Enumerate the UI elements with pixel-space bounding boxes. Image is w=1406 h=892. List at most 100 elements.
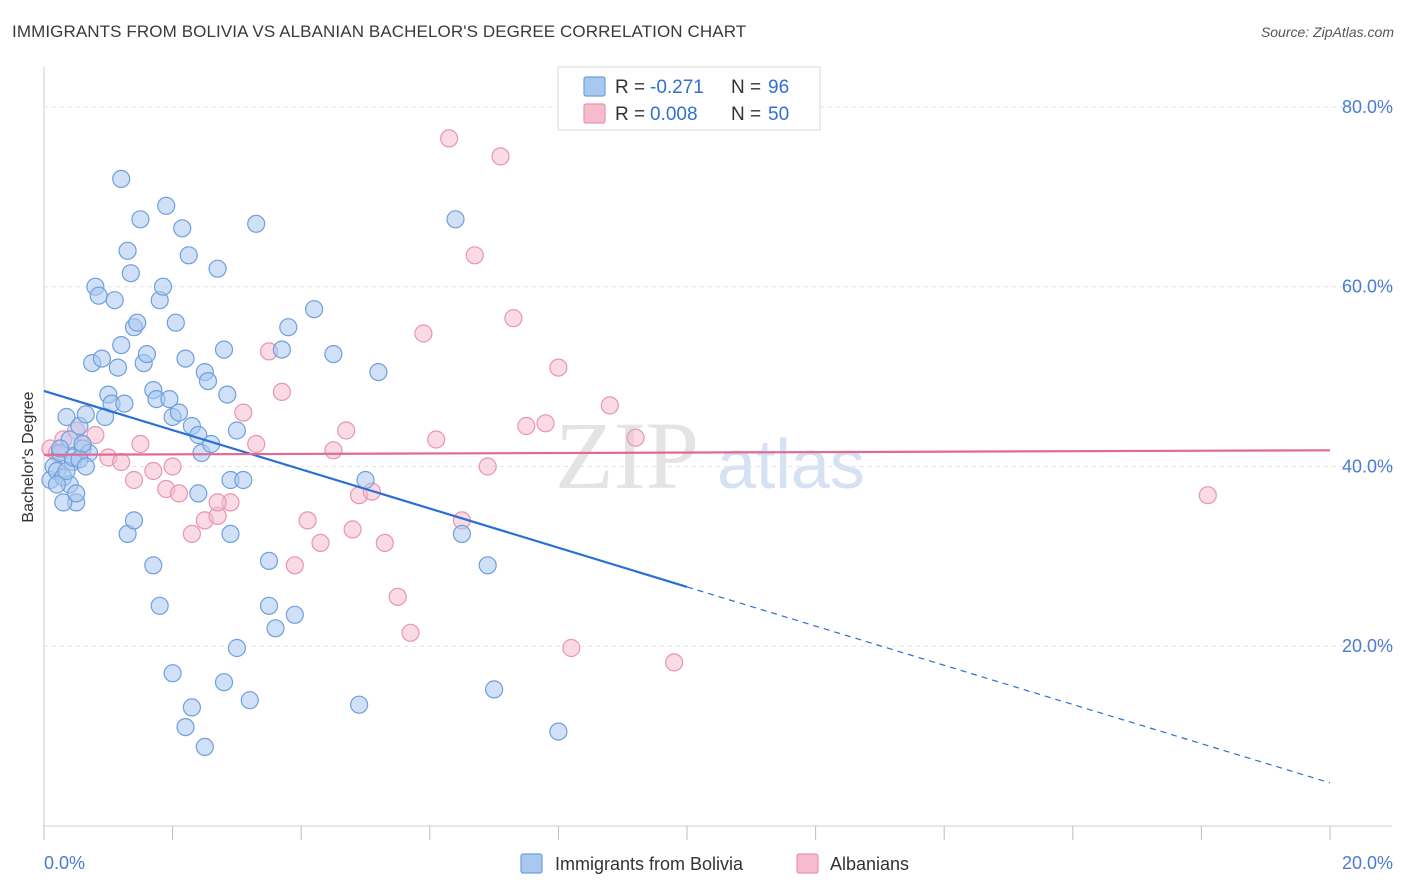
point-albanians <box>401 623 420 642</box>
y-tick-label: 80.0% <box>1342 97 1393 117</box>
point-bolivia <box>247 214 266 233</box>
point-bolivia <box>182 698 201 717</box>
point-albanians <box>298 511 317 530</box>
point-bolivia <box>150 596 169 615</box>
y-tick-label: 60.0% <box>1342 277 1393 297</box>
legend-n-label: N = <box>731 104 761 125</box>
point-bolivia <box>279 318 298 337</box>
bottom-legend-swatch-albanians <box>796 853 819 874</box>
point-albanians <box>478 457 497 476</box>
point-bolivia <box>259 596 279 615</box>
point-albanians <box>536 414 555 433</box>
point-bolivia <box>234 470 253 490</box>
point-bolivia <box>324 345 343 364</box>
bottom-legend-label-bolivia: Immigrants from Bolivia <box>555 854 744 874</box>
point-albanians <box>549 358 568 377</box>
point-albanians <box>465 246 484 265</box>
point-bolivia <box>478 556 497 575</box>
point-albanians <box>144 461 163 481</box>
point-bolivia <box>485 680 504 699</box>
point-bolivia <box>227 421 246 440</box>
legend-r-label: R = <box>615 77 645 98</box>
point-bolivia <box>157 196 176 215</box>
point-albanians <box>343 520 362 539</box>
point-albanians <box>375 533 394 553</box>
watermark-zip: ZIP <box>555 402 699 509</box>
point-bolivia <box>179 246 198 265</box>
series-bolivia-points <box>41 169 568 757</box>
chart-source: Source: ZipAtlas.com <box>1260 24 1394 40</box>
point-bolivia <box>176 349 195 368</box>
point-bolivia <box>47 475 67 494</box>
point-albanians <box>163 457 182 476</box>
point-bolivia <box>218 385 237 404</box>
gridlines <box>44 106 1392 647</box>
point-albanians <box>388 587 407 606</box>
point-bolivia <box>124 511 144 530</box>
y-axis-title: Bachelor's Degree <box>20 391 37 522</box>
watermark: ZIP atlas <box>555 402 865 509</box>
point-bolivia <box>240 691 259 710</box>
point-bolivia <box>452 524 471 544</box>
trend-lines <box>43 389 1331 784</box>
x-tick-labels: 0.0% 20.0% <box>44 853 1393 873</box>
point-bolivia <box>67 484 86 503</box>
point-bolivia <box>131 210 150 229</box>
point-bolivia <box>89 286 108 305</box>
point-albanians <box>131 434 150 454</box>
point-albanians <box>234 403 253 422</box>
point-bolivia <box>266 619 285 638</box>
bottom-legend-label-albanians: Albanians <box>830 854 909 874</box>
point-albanians <box>124 470 144 490</box>
point-bolivia <box>259 551 279 571</box>
point-albanians <box>169 484 189 503</box>
point-bolivia <box>153 277 173 296</box>
point-bolivia <box>350 695 369 714</box>
point-albanians <box>337 421 356 440</box>
legend-swatch-albanians <box>583 103 606 124</box>
point-bolivia <box>160 390 179 409</box>
point-bolivia <box>163 664 182 683</box>
x-tick-label: 20.0% <box>1342 853 1393 873</box>
point-albanians <box>664 653 684 672</box>
point-bolivia <box>208 259 227 278</box>
legend-n-label: N = <box>731 77 761 98</box>
legend-r-label: R = <box>615 104 645 125</box>
trend-line-bolivia <box>43 389 688 588</box>
point-bolivia <box>285 605 304 624</box>
series-albanians-points <box>41 129 1217 672</box>
point-bolivia <box>121 264 140 283</box>
point-bolivia <box>227 638 246 658</box>
point-albanians <box>208 493 227 512</box>
point-bolivia <box>214 340 234 359</box>
point-bolivia <box>92 349 112 368</box>
point-bolivia <box>446 210 465 229</box>
y-tick-label: 40.0% <box>1342 456 1393 476</box>
point-albanians <box>272 382 291 401</box>
point-bolivia <box>189 484 208 503</box>
point-albanians <box>324 441 343 460</box>
point-bolivia <box>198 372 218 391</box>
legend-n-value: 96 <box>768 77 789 98</box>
point-bolivia <box>356 470 375 490</box>
point-albanians <box>600 396 619 415</box>
point-bolivia <box>112 336 131 355</box>
trend-line-bolivia-extrapolated <box>686 586 1331 784</box>
point-albanians <box>440 129 459 148</box>
series-legend: Immigrants from Bolivia Albanians <box>520 853 909 874</box>
point-bolivia <box>214 673 234 692</box>
point-bolivia <box>305 300 324 319</box>
point-bolivia <box>272 340 291 359</box>
point-bolivia <box>108 358 128 377</box>
point-bolivia <box>144 556 163 575</box>
point-bolivia <box>50 439 70 458</box>
point-albanians <box>247 434 266 454</box>
point-albanians <box>182 524 201 544</box>
point-bolivia <box>54 493 73 512</box>
point-bolivia <box>369 363 388 382</box>
legend-r-value: -0.271 <box>650 77 704 98</box>
y-tick-label: 20.0% <box>1342 636 1393 656</box>
point-albanians <box>414 324 433 343</box>
legend-n-value: 50 <box>768 104 789 125</box>
